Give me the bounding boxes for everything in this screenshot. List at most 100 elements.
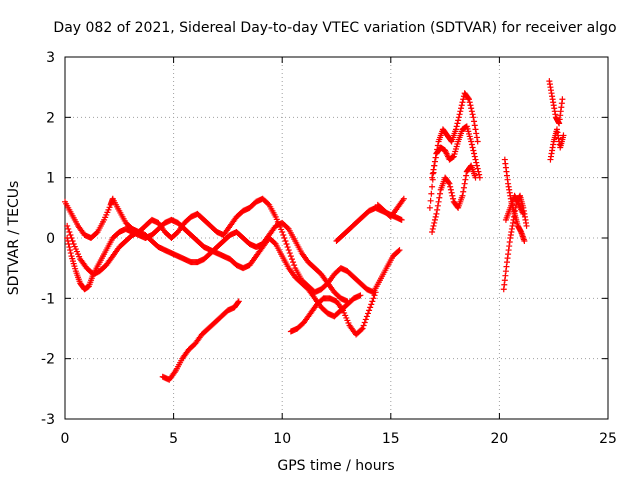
data-points	[62, 78, 567, 383]
data-point	[400, 195, 407, 202]
series-track-j	[429, 162, 479, 235]
data-point	[283, 241, 290, 248]
x-tick-label: 15	[382, 431, 400, 447]
data-point	[471, 122, 478, 129]
data-point	[560, 132, 567, 139]
data-point	[472, 126, 479, 133]
data-point	[429, 183, 436, 190]
data-point	[285, 247, 292, 254]
data-point	[458, 102, 465, 109]
data-point	[265, 200, 272, 207]
data-point	[370, 295, 377, 302]
series-track-d	[159, 298, 242, 383]
data-point	[398, 216, 405, 223]
data-point	[457, 108, 464, 115]
series-track-i	[429, 123, 483, 181]
data-point	[471, 153, 478, 160]
data-point	[468, 141, 475, 148]
data-point	[396, 247, 403, 254]
data-point	[446, 180, 453, 187]
data-point	[284, 244, 291, 251]
data-point	[432, 154, 439, 161]
data-point	[358, 326, 365, 333]
data-point	[453, 123, 460, 130]
data-point	[359, 325, 366, 332]
data-point	[66, 228, 73, 235]
series-track-b	[64, 219, 351, 305]
data-point	[458, 105, 465, 112]
data-point	[429, 228, 436, 235]
data-point	[447, 186, 454, 193]
data-point	[461, 180, 468, 187]
data-point	[468, 138, 475, 145]
series-track-a	[62, 195, 403, 296]
data-point	[470, 147, 477, 154]
data-point	[288, 256, 295, 263]
x-tick-label: 0	[61, 431, 70, 447]
data-point	[93, 229, 100, 236]
data-point	[474, 138, 481, 145]
data-point	[287, 253, 294, 260]
data-point	[235, 298, 242, 305]
data-point	[473, 134, 480, 141]
data-point	[395, 248, 402, 255]
data-point	[473, 162, 480, 169]
data-point	[465, 95, 472, 102]
data-point	[459, 99, 466, 106]
data-point	[429, 225, 436, 232]
series-track-e	[287, 289, 379, 338]
y-tick-label: 3	[46, 50, 55, 66]
x-tick-label: 10	[273, 431, 291, 447]
data-point	[436, 194, 443, 201]
chart-title: Day 082 of 2021, Sidereal Day-to-day VTE…	[53, 20, 616, 36]
data-point	[452, 126, 459, 133]
data-point	[523, 222, 530, 229]
data-point	[474, 165, 481, 172]
y-tick-label: 0	[46, 231, 55, 247]
data-point	[279, 228, 286, 235]
x-tick-label: 5	[169, 431, 178, 447]
series-track-g	[374, 195, 407, 220]
data-point	[454, 120, 461, 127]
data-point	[460, 188, 467, 195]
series-track-o	[547, 126, 567, 163]
x-axis-label: GPS time / hours	[277, 458, 394, 474]
series-track-n	[546, 78, 566, 127]
data-point	[361, 319, 368, 326]
data-point	[472, 156, 479, 163]
data-point	[64, 238, 71, 245]
series-track-c	[64, 216, 364, 320]
data-point	[429, 174, 436, 181]
data-point	[368, 301, 375, 308]
data-point	[450, 195, 457, 202]
data-point	[437, 190, 444, 197]
data-point	[431, 219, 438, 226]
data-point	[469, 144, 476, 151]
data-point	[364, 310, 371, 317]
data-point	[372, 289, 379, 296]
data-point	[448, 189, 455, 196]
data-point	[430, 222, 437, 229]
data-point	[363, 313, 370, 320]
data-point	[459, 192, 466, 199]
y-axis-label: SDTVAR / TECUs	[6, 181, 22, 296]
data-point	[427, 197, 434, 204]
data-point	[456, 111, 463, 118]
data-point	[428, 190, 435, 197]
data-point	[559, 96, 566, 103]
data-point	[429, 170, 436, 177]
data-point	[64, 222, 71, 229]
data-point	[66, 244, 73, 251]
data-point	[471, 150, 478, 157]
data-point	[430, 166, 437, 173]
data-point	[434, 202, 441, 209]
data-point	[460, 184, 467, 191]
data-point	[367, 304, 374, 311]
data-point	[435, 198, 442, 205]
data-point	[473, 159, 480, 166]
data-point	[445, 179, 452, 186]
data-point	[469, 111, 476, 118]
data-point	[434, 206, 441, 213]
data-point	[475, 168, 482, 175]
data-point	[67, 231, 74, 238]
